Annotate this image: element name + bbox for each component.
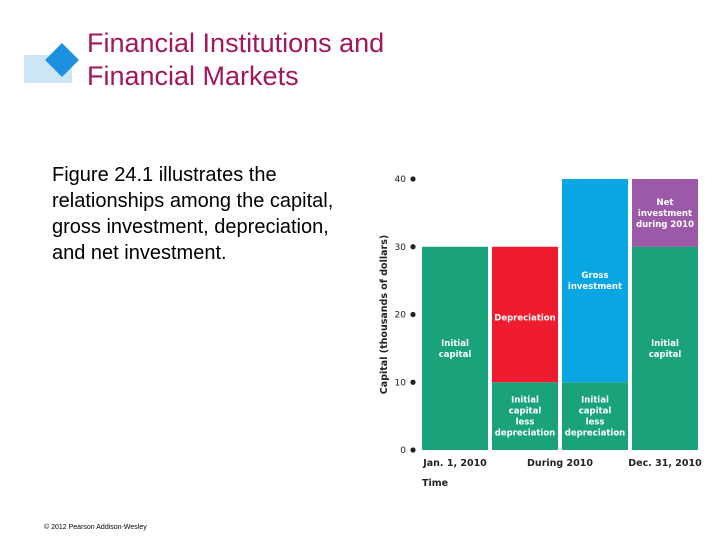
y-tick-label: 20 [395,311,407,321]
segment-label: Depreciation [494,314,555,324]
y-tick-label: 0 [400,446,406,456]
bar-segment [422,246,488,450]
slide-title-line-2: Financial Markets [87,61,299,91]
slide-title: Financial Institutions and Financial Mar… [87,27,547,93]
segment-label: during 2010 [636,220,694,230]
x-category-label: During 2010 [527,458,593,469]
x-category-label: Dec. 31, 2010 [628,458,702,469]
segment-label: Initial [511,396,539,406]
title-accent-icon [24,43,79,83]
segment-label: investment [638,209,692,219]
y-tick-label: 40 [395,175,407,185]
y-axis-title: Capital (thousands of dollars) [379,235,390,394]
slide-body-text: Figure 24.1 illustrates the relationship… [52,164,334,264]
segment-label: less [586,418,605,428]
x-category-label: Jan. 1, 2010 [422,458,487,469]
copyright-footer: © 2012 Pearson Addison-Wesley [44,524,147,531]
y-tick-dot [410,244,416,250]
bar-segment [562,382,628,450]
segment-label: Initial [581,396,609,406]
segment-label: Gross [581,271,608,281]
segment-label: investment [568,282,622,292]
segment-label: depreciation [495,429,555,439]
bar-segment [562,179,628,383]
y-tick-dot [410,379,416,385]
y-tick-dot [410,176,416,182]
segment-label: depreciation [565,429,625,439]
segment-label: less [516,418,535,428]
bar-segment [492,246,558,383]
capital-stacked-bar-chart: 0 10 20 30 40 Capital (thousands of dollars) I… [379,175,702,489]
y-tick-dot [410,311,416,318]
segment-label: capital [439,350,472,360]
bar-segment [632,246,698,450]
segment-label: Initial [651,339,679,349]
y-tick-label: 30 [395,243,407,253]
x-axis-title: Time [422,478,448,489]
segment-label: Net [657,198,674,208]
segment-label: capital [579,407,612,417]
segment-label: capital [649,350,682,360]
segment-label: capital [509,407,542,417]
bar-segment [492,382,558,450]
segment-label: Initial [441,339,469,349]
y-tick-label: 10 [395,378,407,388]
slide-title-line-1: Financial Institutions and [87,28,385,58]
y-tick-dot [410,447,416,453]
bar-segment [632,179,698,247]
